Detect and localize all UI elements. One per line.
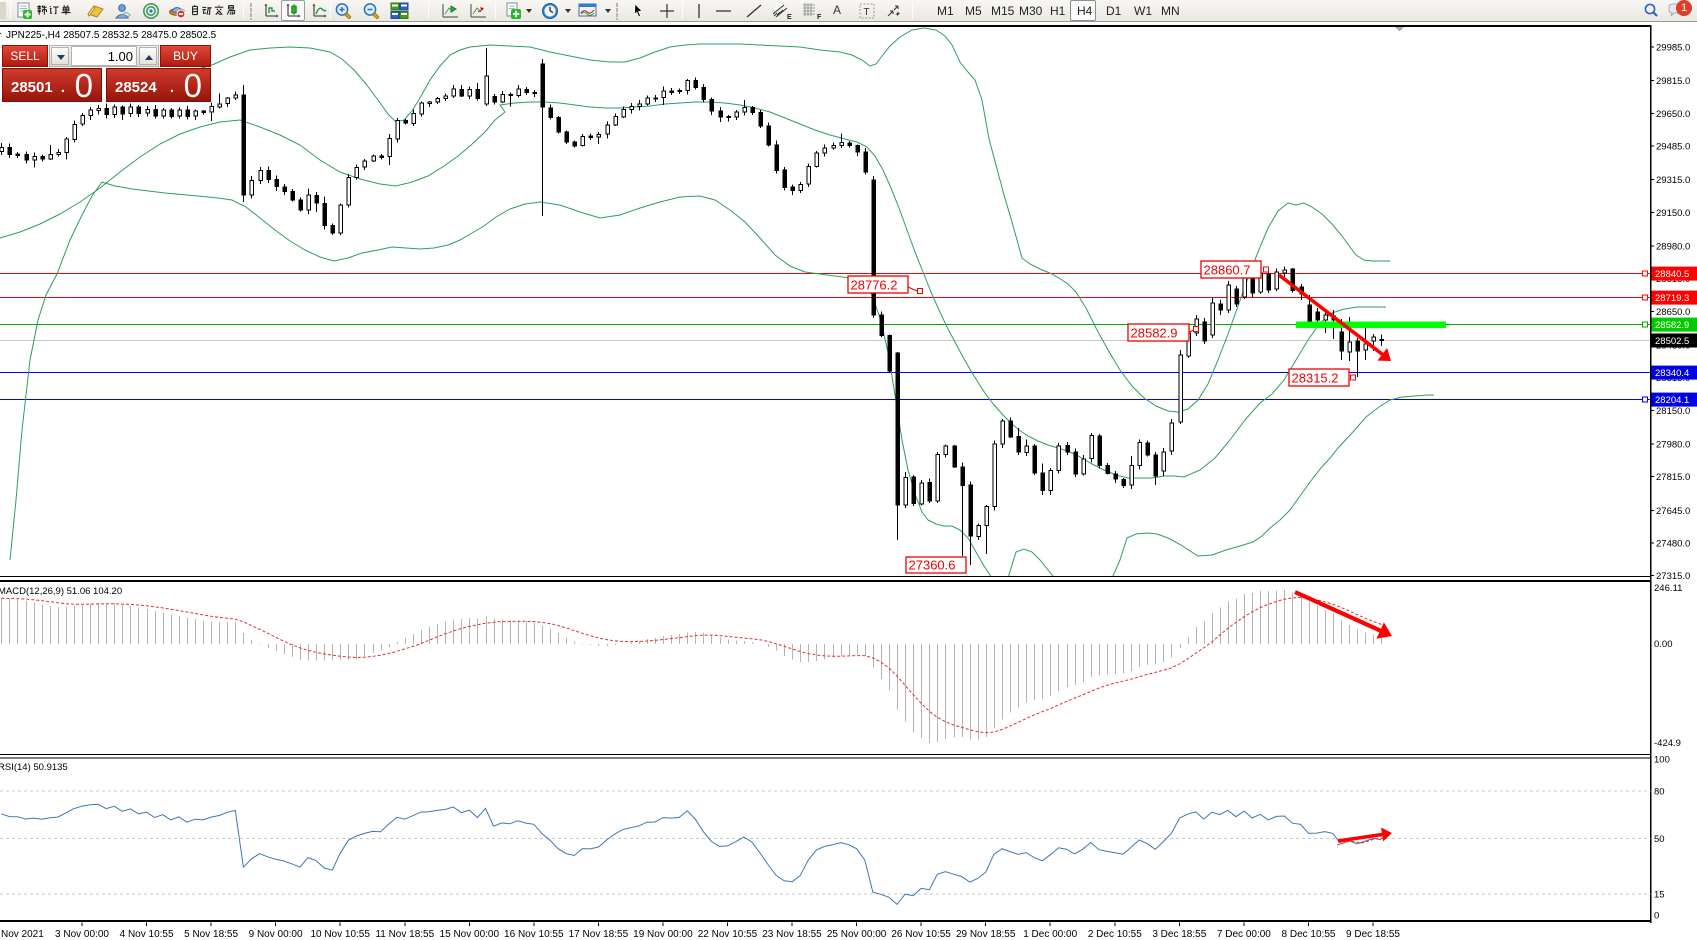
svg-text:28776.2: 28776.2 xyxy=(851,278,898,293)
svg-text:26 Nov 10:55: 26 Nov 10:55 xyxy=(891,929,951,940)
svg-text:100: 100 xyxy=(1654,755,1670,766)
svg-text:3 Dec 18:55: 3 Dec 18:55 xyxy=(1152,929,1206,940)
svg-text:1 Dec 00:00: 1 Dec 00:00 xyxy=(1023,929,1077,940)
svg-text:4 Nov 10:55: 4 Nov 10:55 xyxy=(120,929,174,940)
svg-text:9 Dec 18:55: 9 Dec 18:55 xyxy=(1346,929,1400,940)
svg-text:28315.2: 28315.2 xyxy=(1292,371,1339,386)
svg-text:23 Nov 18:55: 23 Nov 18:55 xyxy=(762,929,822,940)
svg-text:27315.0: 27315.0 xyxy=(1656,571,1690,582)
svg-text:28860.7: 28860.7 xyxy=(1204,263,1251,278)
svg-text:28980.0: 28980.0 xyxy=(1656,242,1690,253)
svg-text:RSI(14) 50.9135: RSI(14) 50.9135 xyxy=(0,762,68,773)
svg-text:E: E xyxy=(787,14,792,20)
svg-text:3 Nov 00:00: 3 Nov 00:00 xyxy=(55,929,109,940)
svg-text:29815.0: 29815.0 xyxy=(1656,76,1690,87)
svg-text:10 Nov 10:55: 10 Nov 10:55 xyxy=(310,929,370,940)
svg-text:28502.5: 28502.5 xyxy=(1655,336,1689,347)
svg-text:246.11: 246.11 xyxy=(1654,583,1682,594)
svg-text:28840.5: 28840.5 xyxy=(1655,269,1689,280)
svg-text:28582.9: 28582.9 xyxy=(1655,320,1689,331)
svg-text:17 Nov 18:55: 17 Nov 18:55 xyxy=(569,929,629,940)
svg-text:29150.0: 29150.0 xyxy=(1656,208,1690,219)
svg-text:80: 80 xyxy=(1654,786,1665,797)
svg-text:27980.0: 27980.0 xyxy=(1656,440,1690,451)
svg-text:22 Nov 10:55: 22 Nov 10:55 xyxy=(698,929,758,940)
svg-text:27815.0: 27815.0 xyxy=(1656,472,1690,483)
svg-text:Nov 2021: Nov 2021 xyxy=(1,929,44,940)
svg-text:9 Nov 00:00: 9 Nov 00:00 xyxy=(249,929,303,940)
svg-text:2 Dec 10:55: 2 Dec 10:55 xyxy=(1088,929,1142,940)
svg-text:MACD(12,26,9) 51.06 104.20: MACD(12,26,9) 51.06 104.20 xyxy=(0,586,122,597)
svg-text:28582.9: 28582.9 xyxy=(1131,326,1178,341)
svg-text:28719.3: 28719.3 xyxy=(1655,293,1689,304)
svg-text:T: T xyxy=(864,7,870,18)
svg-text:JPN225-,H4 28507.5 28532.5 28: JPN225-,H4 28507.5 28532.5 28475.0 28502… xyxy=(6,30,217,41)
svg-text:19 Nov 00:00: 19 Nov 00:00 xyxy=(633,929,693,940)
svg-text:·: · xyxy=(0,28,2,39)
svg-text:15 Nov 00:00: 15 Nov 00:00 xyxy=(440,929,500,940)
svg-text:29 Nov 18:55: 29 Nov 18:55 xyxy=(956,929,1016,940)
svg-text:29650.0: 29650.0 xyxy=(1656,109,1690,120)
svg-text:27480.0: 27480.0 xyxy=(1656,539,1690,550)
svg-text:F: F xyxy=(817,14,822,20)
svg-text:28204.1: 28204.1 xyxy=(1655,395,1689,406)
svg-text:25 Nov 00:00: 25 Nov 00:00 xyxy=(827,929,887,940)
svg-text:28150.0: 28150.0 xyxy=(1656,406,1690,417)
svg-text:28340.4: 28340.4 xyxy=(1655,368,1689,379)
svg-text:15: 15 xyxy=(1654,890,1665,901)
svg-text:16 Nov 10:55: 16 Nov 10:55 xyxy=(504,929,564,940)
svg-text:8 Dec 10:55: 8 Dec 10:55 xyxy=(1282,929,1336,940)
svg-text:27360.6: 27360.6 xyxy=(909,558,956,573)
svg-text:7 Dec 00:00: 7 Dec 00:00 xyxy=(1217,929,1271,940)
svg-text:0.00: 0.00 xyxy=(1654,639,1673,650)
svg-text:29315.0: 29315.0 xyxy=(1656,175,1690,186)
svg-text:28650.0: 28650.0 xyxy=(1656,307,1690,318)
svg-text:27645.0: 27645.0 xyxy=(1656,506,1690,517)
svg-text:0: 0 xyxy=(1654,911,1659,922)
svg-text:29485.0: 29485.0 xyxy=(1656,142,1690,153)
svg-text:11 Nov 18:55: 11 Nov 18:55 xyxy=(375,929,434,940)
svg-text:-424.9: -424.9 xyxy=(1654,738,1681,749)
svg-text:50: 50 xyxy=(1654,834,1665,845)
svg-text:29985.0: 29985.0 xyxy=(1656,42,1690,53)
svg-text:5 Nov 18:55: 5 Nov 18:55 xyxy=(184,929,238,940)
